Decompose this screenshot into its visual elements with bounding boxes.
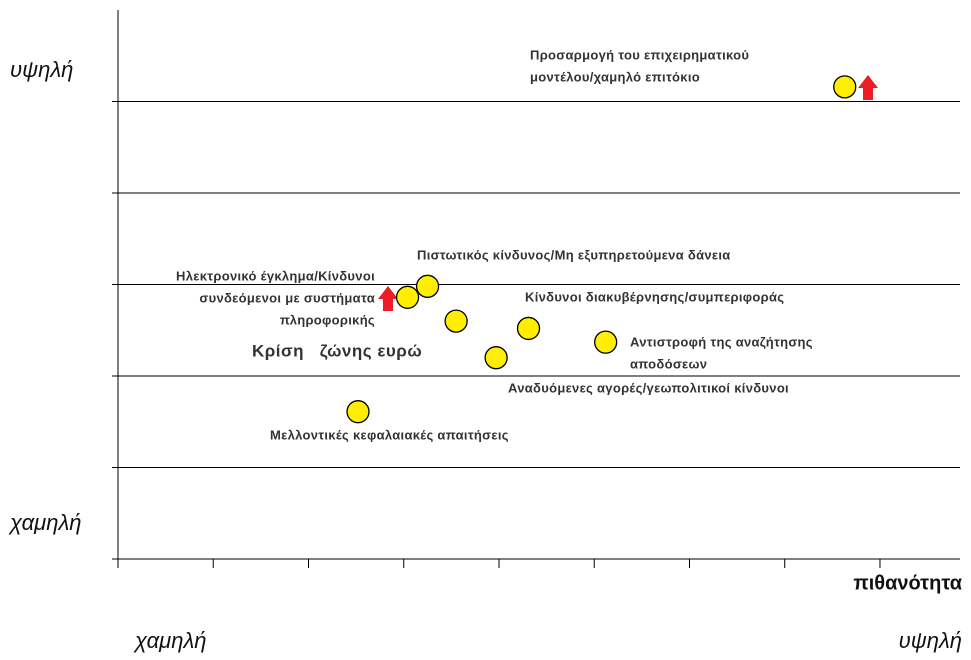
risk-point [395, 285, 420, 309]
risk-point [516, 316, 541, 341]
x-axis-high: υψηλή [899, 628, 962, 653]
y-axis-low: χαμηλή [8, 510, 82, 535]
annotation: συνδεόμενοι με συστήματα [199, 290, 375, 305]
risk-point [346, 400, 370, 424]
risk-point [594, 330, 618, 354]
up-arrow [858, 75, 878, 100]
annotation: Κρίση ζώνης ευρώ [252, 341, 422, 360]
risk-point [833, 75, 857, 99]
risk-point [444, 309, 468, 333]
risk-point [415, 274, 440, 298]
annotation: μοντέλου/χαμηλό επιτόκιο [530, 69, 700, 84]
annotation: πληροφορικής [280, 312, 375, 327]
up-arrow [378, 286, 398, 311]
x-axis-title: πιθανότητα [853, 572, 962, 594]
x-axis-low: χαμηλή [133, 628, 207, 653]
annotation: Ηλεκτρονικό έγκλημα/Κίνδυνοι [176, 268, 375, 283]
annotation: Κίνδυνοι διακυβέρνησης/συμπεριφοράς [525, 289, 784, 304]
annotation: Αντιστροφή της αναζήτησης [630, 334, 813, 349]
risk-point [484, 346, 508, 370]
annotation: Προσαρμογή του επιχειρηματικού [530, 47, 749, 62]
annotation: Αναδυόμενες αγορές/γεωπολιτικοί κίνδυνοι [508, 380, 789, 395]
annotation: αποδόσεων [630, 356, 707, 371]
annotation: Πιστωτικός κίνδυνος/Μη εξυπηρετούμενα δά… [417, 247, 731, 262]
y-axis-high: υψηλή [10, 57, 73, 82]
annotation: Μελλοντικές κεφαλαιακές απαιτήσεις [270, 427, 509, 442]
